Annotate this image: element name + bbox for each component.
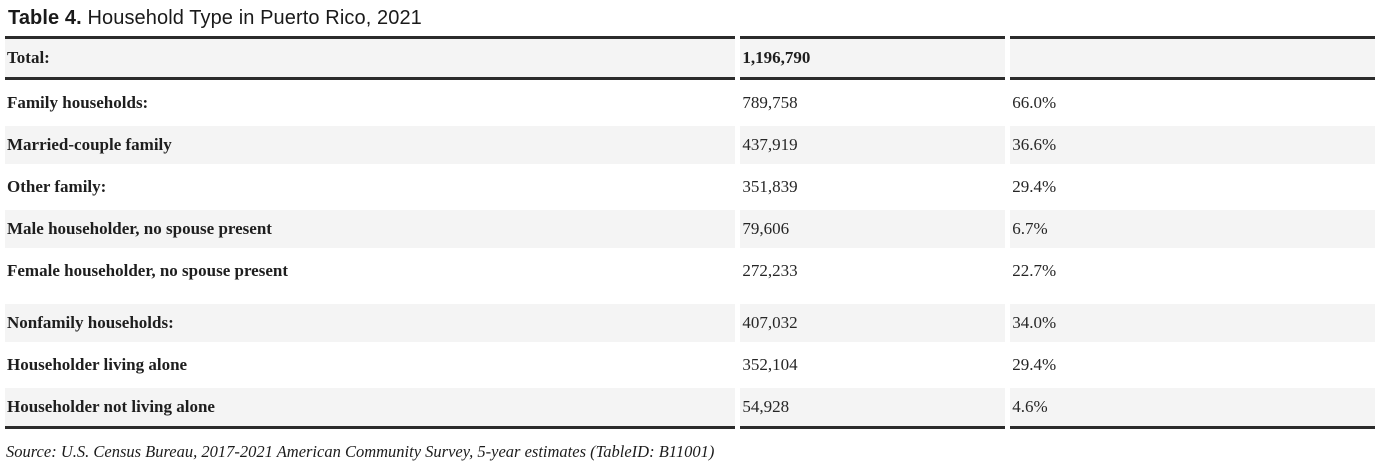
- row-value: 352,104: [742, 355, 798, 374]
- row-label: Married-couple family: [5, 126, 736, 164]
- table-row-male-householder: Male householder, no spouse present 79,6…: [5, 210, 1375, 248]
- row-percent: 29.4%: [1012, 355, 1057, 374]
- household-type-table: Total: 1,196,790 Family households: 789,…: [0, 32, 1380, 433]
- table-row-nonfamily-households: Nonfamily households: 407,032 34.0%: [5, 304, 1375, 342]
- table-row-total: Total: 1,196,790: [5, 36, 1375, 80]
- table-title-number: Table 4.: [8, 7, 82, 29]
- row-percent: 36.6%: [1010, 126, 1375, 164]
- group-spacer: [5, 294, 1375, 300]
- table-row-householder-not-living-alone: Householder not living alone 54,928 4.6%: [5, 388, 1375, 429]
- row-value: 79,606: [740, 210, 1006, 248]
- row-label: Householder not living alone: [5, 388, 736, 429]
- row-percent: [1010, 36, 1375, 80]
- row-label: Other family:: [7, 177, 107, 196]
- row-label: Nonfamily households:: [5, 304, 736, 342]
- row-label: Male householder, no spouse present: [5, 210, 736, 248]
- table-row-female-householder: Female householder, no spouse present 27…: [5, 252, 1375, 290]
- row-label: Total:: [5, 36, 736, 80]
- table-row-family-households: Family households: 789,758 66.0%: [5, 84, 1375, 122]
- row-percent: 66.0%: [1012, 93, 1057, 112]
- row-label: Family households:: [7, 93, 149, 112]
- row-value: 437,919: [740, 126, 1006, 164]
- table-title: Table 4. Household Type in Puerto Rico, …: [0, 0, 1380, 29]
- table-row-married-couple-family: Married-couple family 437,919 36.6%: [5, 126, 1375, 164]
- row-label: Female householder, no spouse present: [7, 261, 288, 280]
- row-value: 272,233: [742, 261, 798, 280]
- row-percent: 29.4%: [1012, 177, 1057, 196]
- row-value: 351,839: [742, 177, 798, 196]
- row-percent: 6.7%: [1010, 210, 1375, 248]
- row-percent: 34.0%: [1010, 304, 1375, 342]
- row-value: 407,032: [740, 304, 1006, 342]
- row-percent: 4.6%: [1010, 388, 1375, 429]
- table-row-householder-living-alone: Householder living alone 352,104 29.4%: [5, 346, 1375, 384]
- row-value: 1,196,790: [740, 36, 1006, 80]
- row-value: 789,758: [742, 93, 798, 112]
- source-note: Source: U.S. Census Bureau, 2017-2021 Am…: [6, 442, 715, 461]
- table-title-text: Household Type in Puerto Rico, 2021: [81, 7, 422, 29]
- row-label: Householder living alone: [7, 355, 188, 374]
- table-row-other-family: Other family: 351,839 29.4%: [5, 168, 1375, 206]
- row-value: 54,928: [740, 388, 1006, 429]
- row-percent: 22.7%: [1012, 261, 1057, 280]
